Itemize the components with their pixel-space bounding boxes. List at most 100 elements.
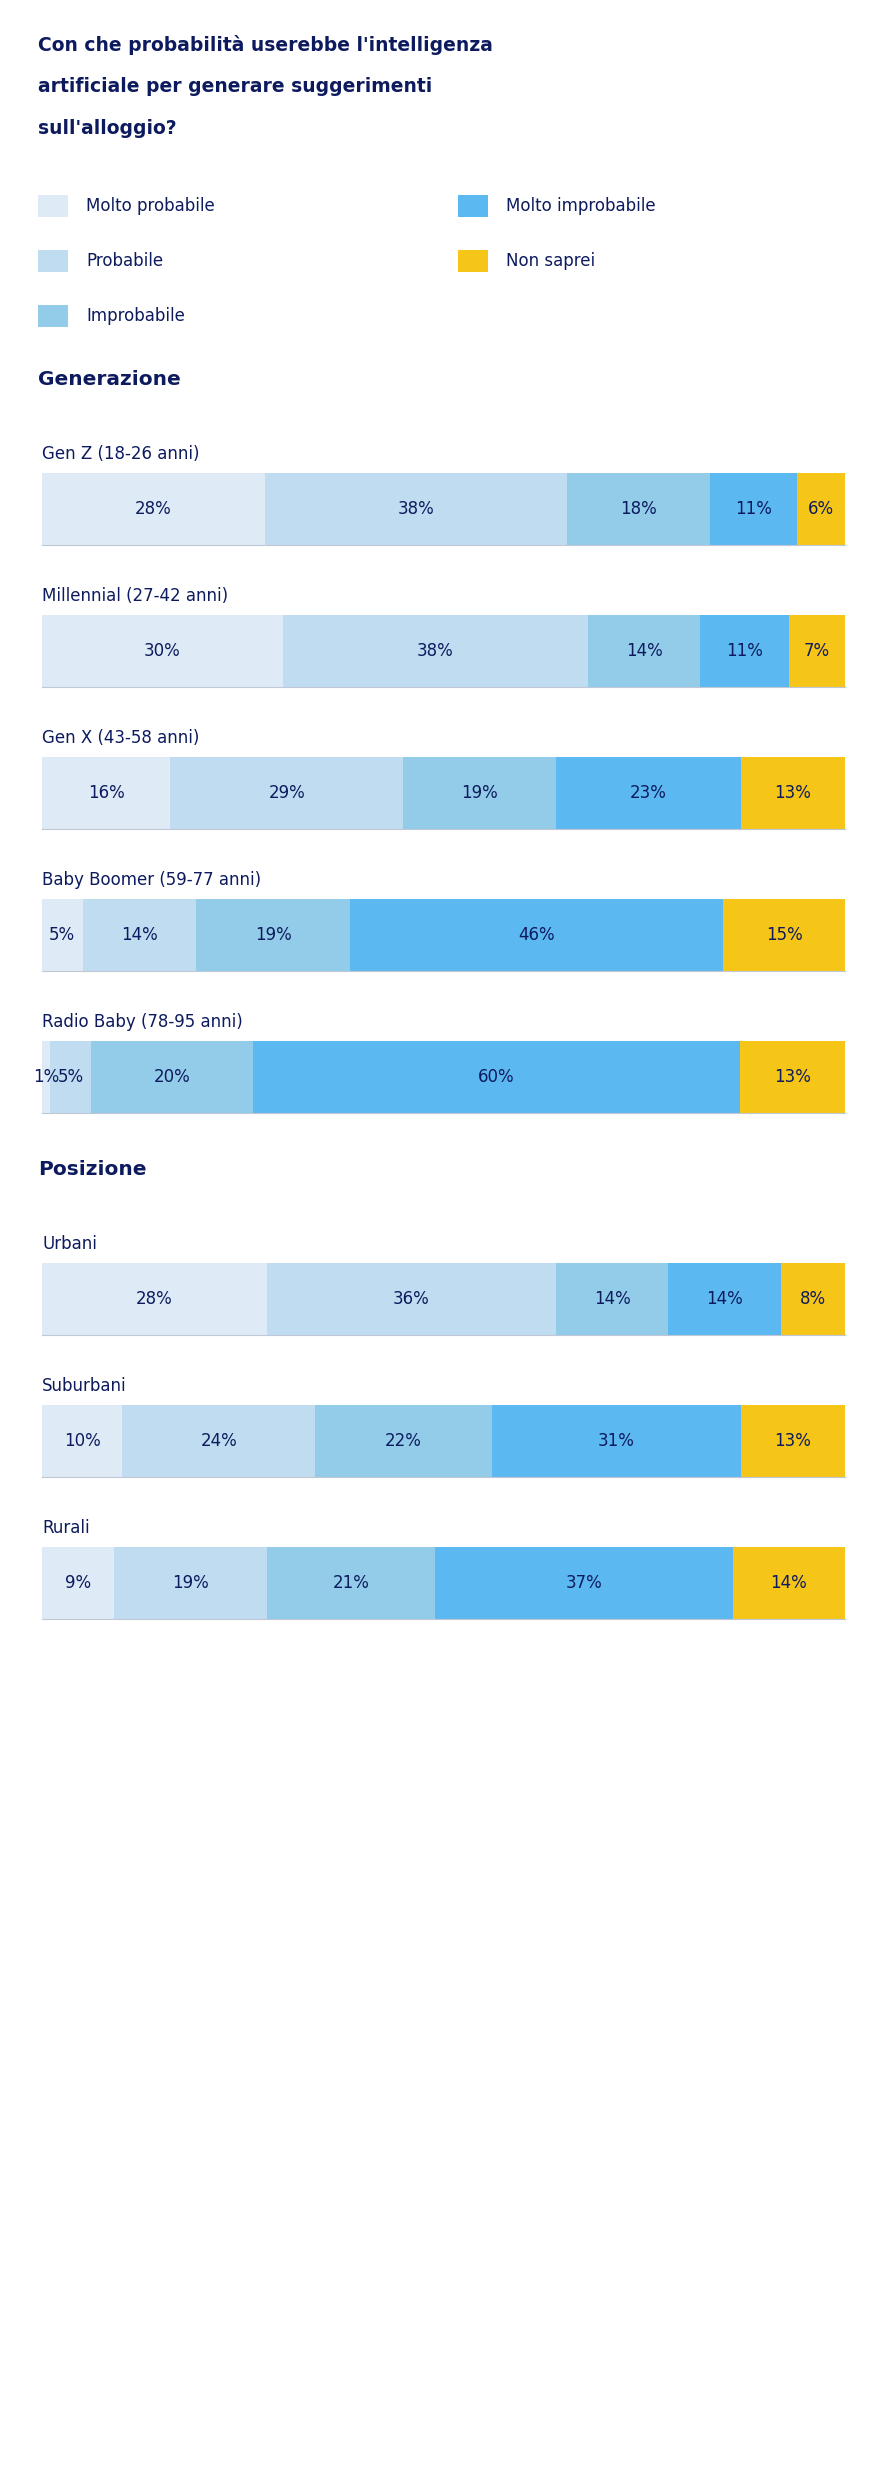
Text: 9%: 9% <box>65 1575 92 1592</box>
Bar <box>741 1406 845 1478</box>
Text: 14%: 14% <box>706 1289 743 1309</box>
Bar <box>668 1262 781 1334</box>
Text: 11%: 11% <box>726 641 763 661</box>
Bar <box>710 472 797 544</box>
Bar <box>556 1262 668 1334</box>
Text: 19%: 19% <box>255 927 291 944</box>
Bar <box>42 899 83 971</box>
Text: 14%: 14% <box>770 1575 807 1592</box>
Bar <box>83 899 196 971</box>
Text: 14%: 14% <box>121 927 158 944</box>
Text: 46%: 46% <box>518 927 555 944</box>
Text: 15%: 15% <box>766 927 803 944</box>
Text: Molto probabile: Molto probabile <box>86 196 215 216</box>
Bar <box>567 472 710 544</box>
Bar <box>42 1262 267 1334</box>
Text: artificiale per generare suggerimenti: artificiale per generare suggerimenti <box>38 77 432 97</box>
Text: 29%: 29% <box>268 785 305 802</box>
Bar <box>723 899 845 971</box>
Text: 13%: 13% <box>774 785 811 802</box>
Text: Gen Z (18-26 anni): Gen Z (18-26 anni) <box>42 445 200 462</box>
Bar <box>282 616 588 688</box>
Text: 20%: 20% <box>153 1068 190 1086</box>
Bar <box>114 1548 267 1620</box>
Bar <box>315 1406 492 1478</box>
Text: Generazione: Generazione <box>38 370 180 390</box>
Text: Improbabile: Improbabile <box>86 308 185 325</box>
Bar <box>350 899 723 971</box>
Text: 13%: 13% <box>774 1068 810 1086</box>
Bar <box>700 616 788 688</box>
Text: 38%: 38% <box>397 499 434 519</box>
Text: 19%: 19% <box>172 1575 209 1592</box>
Bar <box>42 616 282 688</box>
Bar <box>797 472 845 544</box>
Bar <box>171 758 403 830</box>
Text: 14%: 14% <box>626 641 663 661</box>
Bar <box>38 196 68 216</box>
Text: sull'alloggio?: sull'alloggio? <box>38 119 177 139</box>
Text: 19%: 19% <box>461 785 498 802</box>
Bar <box>556 758 741 830</box>
Text: 28%: 28% <box>136 1289 172 1309</box>
Bar <box>253 1041 739 1113</box>
Bar <box>42 472 265 544</box>
Text: Molto improbabile: Molto improbabile <box>506 196 656 216</box>
Text: 24%: 24% <box>201 1431 237 1451</box>
Text: 1%: 1% <box>33 1068 59 1086</box>
Text: 16%: 16% <box>88 785 125 802</box>
Text: 5%: 5% <box>57 1068 84 1086</box>
Text: 7%: 7% <box>803 641 830 661</box>
Text: 21%: 21% <box>333 1575 370 1592</box>
Text: 38%: 38% <box>417 641 454 661</box>
Bar <box>38 306 68 328</box>
Bar <box>732 1548 845 1620</box>
Text: Non saprei: Non saprei <box>506 251 595 271</box>
Bar <box>42 1548 114 1620</box>
Text: 30%: 30% <box>144 641 180 661</box>
Text: 14%: 14% <box>594 1289 630 1309</box>
Bar <box>50 1041 91 1113</box>
Text: 10%: 10% <box>63 1431 100 1451</box>
Text: Baby Boomer (59-77 anni): Baby Boomer (59-77 anni) <box>42 872 261 889</box>
Bar <box>38 251 68 273</box>
Bar <box>458 196 488 216</box>
Text: 6%: 6% <box>808 499 834 519</box>
Text: Urbani: Urbani <box>42 1235 97 1252</box>
Text: 31%: 31% <box>598 1431 634 1451</box>
Bar <box>42 758 171 830</box>
Bar <box>196 899 350 971</box>
Bar <box>91 1041 253 1113</box>
Bar <box>42 1041 50 1113</box>
Bar <box>403 758 556 830</box>
Text: 28%: 28% <box>135 499 172 519</box>
Text: 11%: 11% <box>735 499 772 519</box>
Text: 13%: 13% <box>774 1431 811 1451</box>
Text: 18%: 18% <box>620 499 656 519</box>
Text: Posizione: Posizione <box>38 1160 146 1180</box>
Text: 37%: 37% <box>566 1575 603 1592</box>
Text: 5%: 5% <box>49 927 76 944</box>
Bar <box>42 1406 122 1478</box>
Bar <box>588 616 700 688</box>
Bar <box>739 1041 845 1113</box>
Text: 36%: 36% <box>393 1289 429 1309</box>
Bar <box>781 1262 845 1334</box>
Bar <box>741 758 845 830</box>
Bar <box>458 251 488 273</box>
Text: Rurali: Rurali <box>42 1520 90 1538</box>
Text: Probabile: Probabile <box>86 251 163 271</box>
Bar <box>492 1406 741 1478</box>
Bar <box>122 1406 315 1478</box>
Text: Radio Baby (78-95 anni): Radio Baby (78-95 anni) <box>42 1013 243 1031</box>
Text: Millennial (27-42 anni): Millennial (27-42 anni) <box>42 586 228 606</box>
Text: 60%: 60% <box>478 1068 515 1086</box>
Bar <box>267 1548 436 1620</box>
Text: Suburbani: Suburbani <box>42 1376 127 1396</box>
Bar <box>436 1548 732 1620</box>
Text: Gen X (43-58 anni): Gen X (43-58 anni) <box>42 728 200 748</box>
Bar <box>788 616 845 688</box>
Text: 22%: 22% <box>385 1431 422 1451</box>
Bar <box>267 1262 556 1334</box>
Bar <box>265 472 567 544</box>
